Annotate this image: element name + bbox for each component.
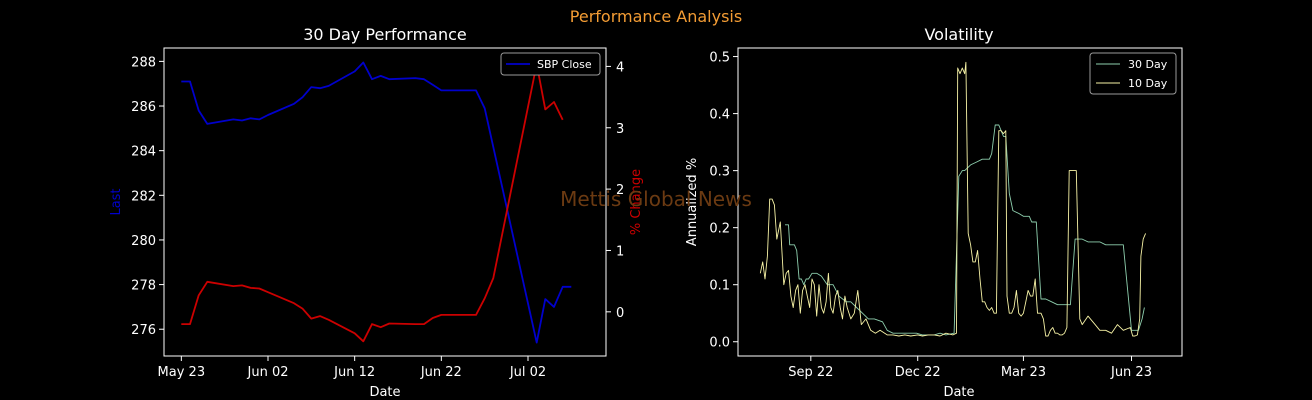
volatility-y-tick-label: 0.2	[709, 222, 730, 237]
volatility-y-tick-label: 0.1	[709, 279, 730, 294]
volatility-x-axis-label: Date	[943, 385, 974, 400]
volatility-y-tick-label: 0.4	[709, 108, 730, 123]
performance-x-tick-label: Jun 22	[420, 365, 462, 380]
volatility-x-tick-label: Mar 23	[1001, 365, 1046, 380]
performance-y2-tick-label: 1	[616, 244, 624, 259]
volatility-legend-label-10day: 10 Day	[1128, 77, 1168, 90]
volatility-chart: Volatility Sep 22 Dec 22 Mar 23 Jun 23 0.0 0.…	[685, 25, 1183, 400]
volatility-y-tick-label: 0.5	[709, 51, 730, 66]
performance-y2-tick-label: 0	[616, 306, 624, 321]
performance-x-tick-label: Jul 02	[509, 365, 546, 380]
performance-y-tick-label: 282	[131, 189, 156, 204]
volatility-y-tick-label: 0.0	[709, 336, 730, 351]
performance-y-tick-label: 288	[131, 55, 156, 70]
performance-x-tick-label: Jun 02	[247, 365, 289, 380]
performance-y-tick-label: 276	[131, 323, 156, 338]
volatility-legend: 30 Day 10 Day	[1089, 52, 1177, 95]
performance-legend-box	[500, 52, 601, 76]
pct-change-line	[181, 63, 564, 343]
performance-x-axis-label: Date	[369, 385, 400, 400]
volatility-y-axis-label: Annualized %	[685, 158, 700, 246]
performance-y-tick-label: 278	[131, 279, 156, 294]
watermark: Mettis Global News	[560, 187, 752, 211]
volatility-x-tick-label: Dec 22	[895, 365, 941, 380]
volatility-legend-box	[1089, 52, 1177, 95]
performance-x-tick-label: May 23	[158, 365, 206, 380]
performance-y2-tick-label: 2	[616, 183, 624, 198]
volatility-x-tick-label: Sep 22	[788, 365, 833, 380]
performance-x-tick-label: Jun 12	[333, 365, 375, 380]
performance-y-tick-label: 280	[131, 234, 156, 249]
performance-chart: 30 Day Performance May 23 Jun 02 Jun 12 Jun…	[109, 25, 644, 400]
volatility-30day-line	[785, 124, 1145, 336]
performance-chart-title: 30 Day Performance	[303, 25, 467, 44]
figure-title: Performance Analysis	[570, 7, 742, 26]
performance-y-tick-label: 286	[131, 100, 156, 115]
volatility-10day-line	[759, 61, 1147, 337]
volatility-plot-frame	[737, 47, 1183, 357]
performance-y2-axis-label: % Change	[629, 169, 644, 235]
volatility-legend-label-30day: 30 Day	[1128, 58, 1168, 71]
performance-y-axis-label: Last	[109, 188, 124, 215]
performance-legend-label: SBP Close	[537, 58, 592, 71]
volatility-y-tick-label: 0.3	[709, 165, 730, 180]
sbp-close-line	[181, 61, 572, 344]
performance-legend: SBP Close	[500, 52, 601, 76]
volatility-chart-title: Volatility	[924, 25, 993, 44]
performance-y2-tick-label: 4	[616, 60, 624, 75]
performance-y2-tick-label: 3	[616, 122, 624, 137]
performance-y-tick-label: 284	[131, 145, 156, 160]
volatility-x-tick-label: Jun 23	[1110, 365, 1152, 380]
performance-plot-frame	[163, 47, 607, 357]
